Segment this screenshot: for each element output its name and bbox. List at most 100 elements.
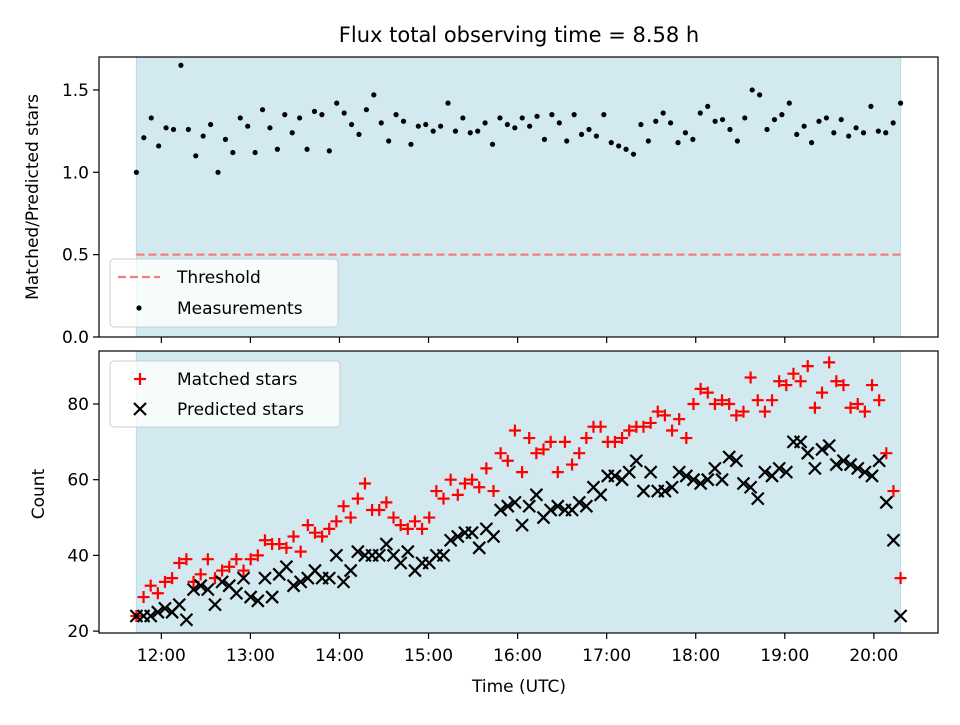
matched-marker — [637, 420, 650, 433]
matched-marker — [466, 473, 479, 486]
measurement-point — [875, 128, 881, 134]
measurement-point — [185, 126, 191, 133]
matched-marker — [244, 553, 257, 566]
measurement-point — [504, 121, 510, 128]
measurement-point — [645, 138, 651, 144]
measurement-point — [675, 140, 681, 146]
predicted-marker — [693, 476, 708, 491]
matched-marker — [887, 485, 900, 498]
measurement-point — [578, 131, 585, 138]
measurement-point — [193, 153, 199, 159]
predicted-marker — [665, 480, 679, 495]
measurement-point — [371, 92, 377, 98]
measurement-point — [393, 112, 399, 118]
predicted-marker — [636, 484, 651, 498]
measurement-point — [690, 136, 696, 142]
measurement-point — [586, 126, 592, 133]
legend-predicted-label: Predicted stars — [177, 400, 304, 420]
matched-marker — [530, 447, 543, 460]
measurement-point — [222, 136, 229, 142]
matched-marker — [316, 530, 329, 543]
measurement-point — [437, 123, 444, 129]
measurement-point — [297, 115, 303, 121]
predicted-marker — [529, 488, 544, 502]
measurement-point — [823, 115, 829, 121]
measurement-point — [334, 100, 340, 106]
measurement-point — [727, 126, 733, 133]
x-tick-label: 12:00 — [137, 646, 186, 666]
matched-marker — [744, 371, 757, 384]
measurement-point — [549, 112, 555, 118]
measurement-point — [356, 131, 362, 138]
ratio-legend-box — [109, 258, 339, 328]
predicted-marker — [508, 495, 522, 510]
matched-marker — [808, 401, 821, 414]
matched-marker — [523, 432, 536, 445]
measurement-point — [460, 115, 466, 121]
measurement-point — [208, 121, 214, 128]
predicted-marker — [501, 499, 515, 513]
predicted-marker — [158, 601, 172, 616]
matched-marker — [651, 405, 664, 418]
measurement-point — [378, 120, 384, 126]
matched-marker — [458, 477, 471, 490]
measurement-point — [794, 131, 800, 138]
predicted-marker — [772, 461, 786, 476]
legend-measurements-swatch — [136, 305, 142, 311]
x-tick-label: 20:00 — [849, 646, 898, 666]
predicted-marker — [451, 529, 465, 544]
matched-marker — [280, 541, 293, 554]
matched-marker — [844, 401, 857, 414]
measurement-point — [667, 120, 674, 126]
measurement-point — [170, 126, 177, 133]
predicted-marker — [436, 548, 451, 563]
matched-marker — [751, 394, 764, 407]
predicted-marker — [715, 472, 729, 487]
measurement-point — [475, 128, 481, 134]
predicted-marker — [608, 469, 622, 483]
measurement-point — [141, 135, 147, 141]
measurement-point — [497, 115, 503, 121]
measurement-point — [341, 110, 347, 116]
count-y-tick-label: 80 — [67, 395, 89, 415]
x-tick-label: 13:00 — [226, 646, 275, 666]
matched-marker — [616, 432, 629, 445]
ratio-y-ticks: 0.0 0.5 1.0 1.5 — [62, 81, 99, 348]
predicted-marker — [443, 533, 458, 548]
predicted-marker — [322, 571, 337, 585]
matched-marker — [401, 522, 414, 535]
predicted-marker — [579, 499, 594, 513]
predicted-marker — [265, 590, 279, 604]
measurement-point — [868, 103, 874, 110]
matched-marker — [644, 416, 657, 429]
predicted-marker — [208, 597, 222, 612]
predicted-marker — [686, 472, 701, 487]
predicted-marker — [336, 575, 351, 589]
measurement-point — [430, 128, 436, 134]
measurement-point — [527, 123, 533, 129]
matched-marker — [823, 356, 836, 369]
measurement-point — [267, 125, 273, 131]
ratio-axes-frame — [98, 56, 939, 338]
predicted-marker — [572, 495, 586, 510]
matched-marker — [773, 375, 786, 388]
predicted-marker — [293, 575, 308, 589]
measurement-point — [742, 115, 748, 121]
predicted-marker — [622, 465, 636, 479]
matched-marker — [666, 424, 679, 437]
matched-marker — [680, 432, 693, 445]
matched-marker — [330, 515, 343, 528]
matched-marker — [716, 394, 729, 407]
predicted-marker — [486, 529, 501, 544]
matched-marker — [694, 382, 707, 395]
matched-marker — [780, 379, 793, 392]
matched-marker — [623, 424, 636, 437]
matched-marker — [687, 397, 700, 410]
matched-marker — [516, 466, 529, 479]
predicted-marker — [858, 465, 872, 479]
predicted-marker — [708, 461, 722, 476]
predicted-marker — [258, 571, 272, 585]
matched-marker — [323, 522, 336, 535]
